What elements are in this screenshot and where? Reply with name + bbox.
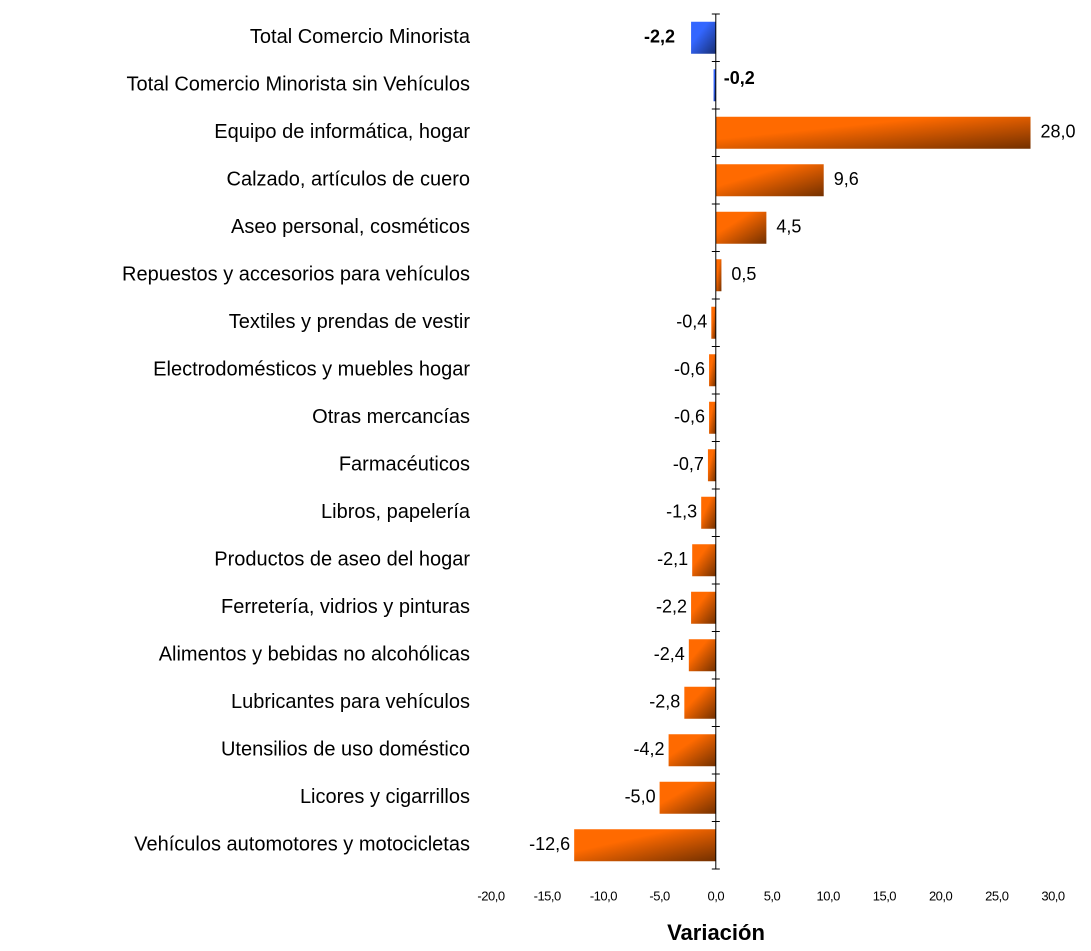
category-label: Total Comercio Minorista bbox=[250, 26, 471, 48]
data-label: -2,2 bbox=[644, 27, 675, 47]
bar bbox=[684, 686, 716, 719]
bar bbox=[715, 211, 767, 244]
bar bbox=[692, 544, 716, 577]
x-tick-label: 0,0 bbox=[708, 888, 725, 903]
x-tick-label: 5,0 bbox=[764, 888, 781, 903]
data-label: -5,0 bbox=[625, 787, 656, 807]
bar bbox=[709, 401, 716, 434]
category-label: Vehículos automotores y motocicletas bbox=[134, 834, 470, 856]
data-label: -2,2 bbox=[656, 597, 687, 617]
data-label: 0,5 bbox=[731, 264, 756, 284]
bar bbox=[574, 829, 716, 862]
data-label: -2,1 bbox=[657, 549, 688, 569]
category-label: Calzado, artículos de cuero bbox=[227, 169, 470, 191]
x-axis-title: Variación bbox=[667, 920, 765, 945]
x-tick-label: -20,0 bbox=[477, 888, 504, 903]
bar bbox=[711, 306, 716, 339]
category-label: Ferretería, vidrios y pinturas bbox=[221, 596, 470, 618]
x-tick-label: -5,0 bbox=[649, 888, 670, 903]
category-label: Electrodomésticos y muebles hogar bbox=[153, 359, 470, 381]
bar bbox=[688, 639, 716, 672]
category-label: Utensilios de uso doméstico bbox=[221, 739, 470, 761]
data-label: -4,2 bbox=[634, 739, 665, 759]
category-label: Licores y cigarrillos bbox=[300, 786, 470, 808]
x-tick-label: 20,0 bbox=[929, 888, 953, 903]
data-label: -2,8 bbox=[649, 692, 680, 712]
data-label: 9,6 bbox=[834, 169, 859, 189]
category-label: Aseo personal, cosméticos bbox=[231, 216, 470, 238]
data-label: -12,6 bbox=[529, 834, 570, 854]
x-tick-label: 25,0 bbox=[985, 888, 1009, 903]
category-label: Total Comercio Minorista sin Vehículos bbox=[127, 74, 470, 96]
data-label: -1,3 bbox=[666, 502, 697, 522]
bar bbox=[713, 69, 716, 102]
bar bbox=[659, 781, 716, 814]
data-label: 28,0 bbox=[1041, 122, 1076, 142]
category-label: Farmacéuticos bbox=[339, 454, 470, 476]
bar bbox=[709, 354, 716, 387]
bar bbox=[707, 449, 716, 482]
category-label: Repuestos y accesorios para vehículos bbox=[122, 264, 470, 286]
x-tick-label: 15,0 bbox=[873, 888, 897, 903]
bar bbox=[668, 734, 716, 767]
category-label: Otras mercancías bbox=[312, 406, 470, 428]
bar bbox=[691, 21, 716, 54]
category-label: Textiles y prendas de vestir bbox=[229, 311, 471, 333]
bar bbox=[701, 496, 716, 529]
data-label: -0,6 bbox=[674, 359, 705, 379]
data-label: -0,2 bbox=[724, 68, 755, 88]
x-tick-label: 30,0 bbox=[1041, 888, 1065, 903]
x-tick-label: -10,0 bbox=[590, 888, 617, 903]
bar bbox=[715, 164, 824, 197]
bar bbox=[715, 116, 1031, 149]
data-label: -0,4 bbox=[676, 312, 707, 332]
bar bbox=[691, 591, 716, 624]
data-label: -0,7 bbox=[673, 454, 704, 474]
x-tick-label: 10,0 bbox=[817, 888, 841, 903]
category-label: Productos de aseo del hogar bbox=[214, 549, 470, 571]
data-label: 4,5 bbox=[776, 217, 801, 237]
data-label: -2,4 bbox=[654, 644, 685, 664]
x-tick-label: -15,0 bbox=[534, 888, 561, 903]
category-label: Alimentos y bebidas no alcohólicas bbox=[159, 644, 470, 666]
category-label: Lubricantes para vehículos bbox=[231, 691, 470, 713]
category-label: Libros, papelería bbox=[321, 501, 471, 523]
category-label: Equipo de informática, hogar bbox=[214, 121, 470, 143]
bar bbox=[715, 259, 722, 292]
data-label: -0,6 bbox=[674, 407, 705, 427]
